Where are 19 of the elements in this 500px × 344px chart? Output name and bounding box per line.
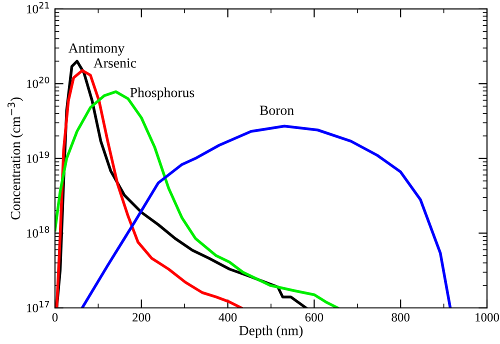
line-series: [80, 124, 452, 308]
x-axis-title: Depth (nm): [239, 325, 303, 338]
y-axis-title: Concentration (cm$^{−3}$): [8, 97, 24, 220]
x-tick-label: 400: [218, 313, 237, 322]
series-label: Boron: [260, 106, 294, 116]
series-label: Arsenic: [93, 58, 136, 68]
line-series: [55, 69, 243, 308]
y-tick-label: 10$^{19}$: [27, 151, 50, 163]
y-tick-label: 10$^{21}$: [27, 2, 49, 14]
x-tick-label: 0: [52, 313, 58, 322]
series-label: Antimony: [68, 43, 125, 56]
y-tick-label: 10$^{20}$: [27, 76, 50, 88]
series-label: Phosphorus: [130, 87, 194, 100]
x-tick-label: 1000: [476, 313, 500, 322]
y-tick-label: 10$^{18}$: [27, 226, 50, 238]
x-tick-label: 600: [305, 313, 324, 322]
x-tick-label: 200: [132, 313, 150, 322]
y-tick-label: 10$^{17}$: [27, 300, 50, 312]
x-tick-label: 800: [392, 313, 410, 322]
